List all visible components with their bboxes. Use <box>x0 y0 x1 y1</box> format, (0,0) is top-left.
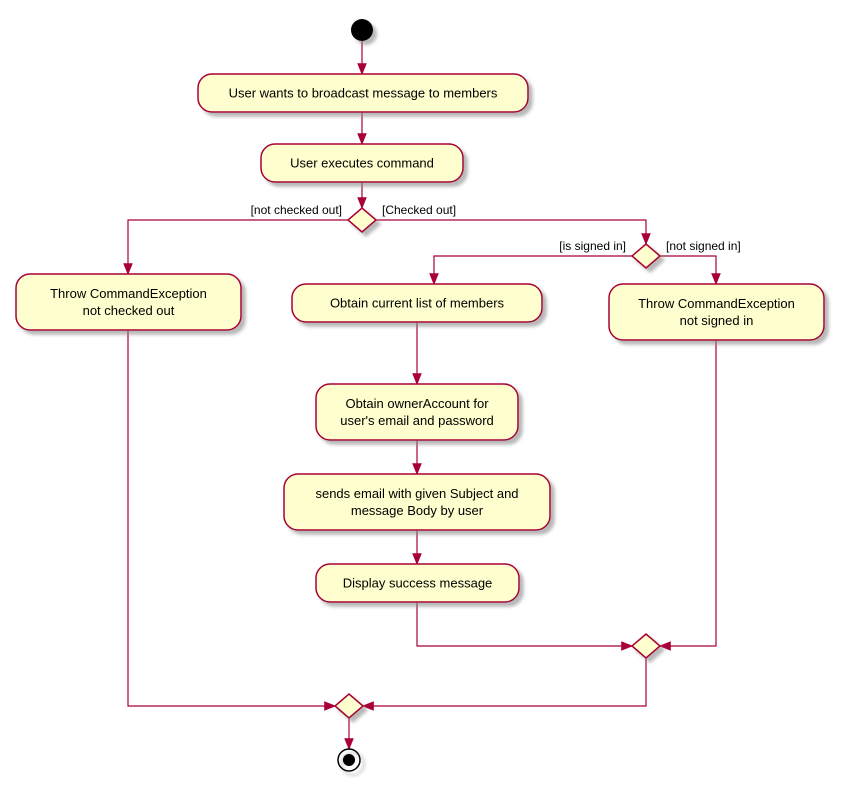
edge <box>660 256 716 284</box>
edge <box>363 658 646 706</box>
node-label: Obtain ownerAccount for <box>345 396 489 411</box>
node-label: not checked out <box>83 303 175 318</box>
activity-node: sends email with given Subject and messag… <box>284 474 550 530</box>
activity-node: Obtain current list of members <box>292 284 542 322</box>
activity-node: Throw CommandException not signed in <box>609 284 824 340</box>
start-node <box>351 19 373 41</box>
edge <box>128 220 348 274</box>
activity-node: Display success message <box>316 564 519 602</box>
node-label: User wants to broadcast message to membe… <box>229 85 498 100</box>
activity-node: Throw CommandException not checked out <box>16 274 241 330</box>
guard-label: [not signed in] <box>666 239 741 253</box>
decision-diamond <box>632 244 660 268</box>
node-label: Display success message <box>343 575 493 590</box>
node-label: Throw CommandException <box>638 296 795 311</box>
node-label: not signed in <box>680 313 754 328</box>
activity-node: User executes command <box>261 144 463 182</box>
node-label: sends email with given Subject and <box>315 486 518 501</box>
guard-label: [Checked out] <box>382 203 456 217</box>
node-label: Obtain current list of members <box>330 295 505 310</box>
activity-diagram: User wants to broadcast message to membe… <box>0 0 843 790</box>
activity-node: Obtain ownerAccount for user's email and … <box>316 384 518 440</box>
node-label: message Body by user <box>351 503 484 518</box>
decision-diamond <box>335 694 363 718</box>
edge <box>660 340 716 646</box>
guard-label: [is signed in] <box>559 239 626 253</box>
end-node-inner <box>343 754 355 766</box>
decision-diamond <box>632 634 660 658</box>
node-label: user's email and password <box>340 413 494 428</box>
edge <box>434 256 632 284</box>
activity-node: User wants to broadcast message to membe… <box>198 74 528 112</box>
decision-diamond <box>348 208 376 232</box>
node-label: User executes command <box>290 155 434 170</box>
guard-label: [not checked out] <box>251 203 342 217</box>
edge <box>417 602 632 646</box>
node-label: Throw CommandException <box>50 286 207 301</box>
